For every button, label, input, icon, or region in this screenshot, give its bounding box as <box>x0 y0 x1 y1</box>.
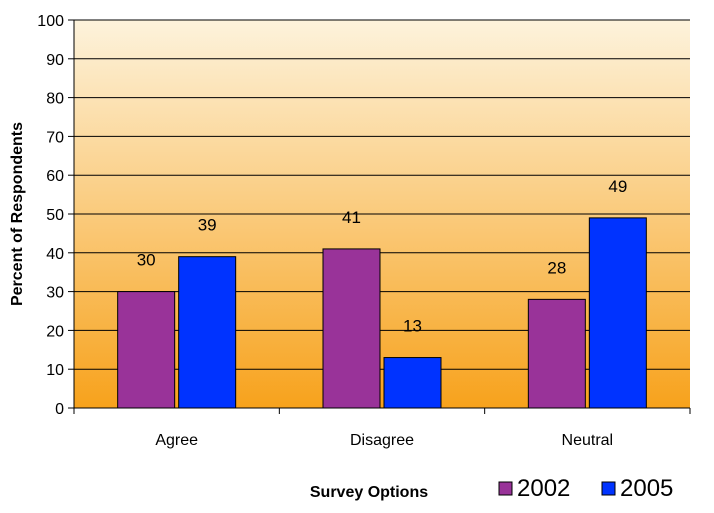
legend-swatch <box>498 481 513 496</box>
y-tick-label: 60 <box>46 168 64 185</box>
data-label: 13 <box>403 317 422 336</box>
y-tick-label: 50 <box>46 207 64 224</box>
y-tick-label: 100 <box>37 13 64 30</box>
legend-label: 2005 <box>620 475 673 502</box>
axes: 0 10 20 30 40 50 60 70 80 90 100 Agree Disagree Neutr… <box>37 13 691 449</box>
gridlines <box>74 19 690 370</box>
bar-2002-disagree <box>322 248 381 409</box>
x-tick-label: Agree <box>155 432 198 449</box>
data-label: 30 <box>137 251 156 270</box>
x-tick-label: Disagree <box>350 432 414 449</box>
data-label: 28 <box>547 258 566 277</box>
y-tick-label: 10 <box>46 362 64 379</box>
y-axis-label: Percent of Respondents <box>9 122 26 306</box>
bar-2005-agree <box>178 256 237 409</box>
legend: 2002 2005 <box>498 475 673 502</box>
bar-2002-agree <box>117 291 176 409</box>
y-tick-label: 20 <box>46 323 64 340</box>
x-axis-label: Survey Options <box>310 484 428 501</box>
bar-2005-neutral <box>588 217 647 409</box>
data-label: 41 <box>342 208 361 227</box>
bar-2002-neutral <box>527 298 586 409</box>
y-tick-label: 90 <box>46 52 64 69</box>
y-tick-label: 30 <box>46 285 64 302</box>
y-tick-label: 0 <box>55 401 64 418</box>
y-tick-label: 80 <box>46 91 64 108</box>
bar-2005-disagree <box>383 357 442 409</box>
x-tick-label: Neutral <box>562 432 614 449</box>
y-tick-label: 70 <box>46 129 64 146</box>
y-tick-label: 40 <box>46 246 64 263</box>
data-label: 39 <box>198 216 217 235</box>
legend-swatch <box>601 481 616 496</box>
data-label: 49 <box>608 177 627 196</box>
bars: 30 39 41 13 28 49 <box>117 177 647 409</box>
legend-label: 2002 <box>517 475 570 502</box>
